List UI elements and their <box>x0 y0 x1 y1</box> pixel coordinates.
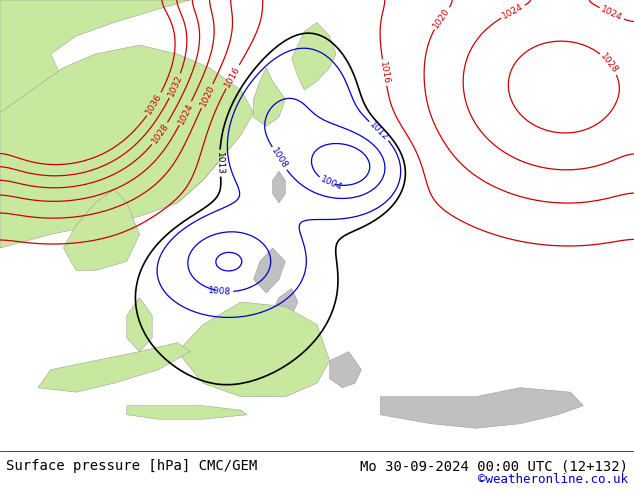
Polygon shape <box>0 45 254 248</box>
Polygon shape <box>178 302 330 397</box>
Polygon shape <box>380 388 583 428</box>
Text: 1028: 1028 <box>150 122 171 146</box>
Polygon shape <box>63 189 139 270</box>
Text: Surface pressure [hPa] CMC/GEM: Surface pressure [hPa] CMC/GEM <box>6 460 257 473</box>
Polygon shape <box>273 172 285 203</box>
Polygon shape <box>273 289 298 324</box>
Text: 1020: 1020 <box>198 84 216 108</box>
Text: 1012: 1012 <box>368 120 391 142</box>
Polygon shape <box>0 0 190 203</box>
Text: 1032: 1032 <box>167 74 184 98</box>
Text: ©weatheronline.co.uk: ©weatheronline.co.uk <box>477 473 628 486</box>
Polygon shape <box>330 352 361 388</box>
Polygon shape <box>19 68 222 217</box>
Polygon shape <box>292 23 336 90</box>
Polygon shape <box>38 343 190 392</box>
Text: 1013: 1013 <box>215 151 224 175</box>
Polygon shape <box>127 297 152 352</box>
Text: 1020: 1020 <box>431 6 452 30</box>
Text: Mo 30-09-2024 00:00 UTC (12+132): Mo 30-09-2024 00:00 UTC (12+132) <box>359 460 628 473</box>
Polygon shape <box>254 248 285 293</box>
Text: 1004: 1004 <box>319 174 344 192</box>
Text: 1024: 1024 <box>600 4 624 23</box>
Text: 1024: 1024 <box>176 101 195 125</box>
Text: 1036: 1036 <box>145 92 164 116</box>
Text: 1016: 1016 <box>378 60 391 85</box>
Text: 1008: 1008 <box>269 147 289 171</box>
Text: 1008: 1008 <box>208 286 231 296</box>
Text: 1016: 1016 <box>223 65 242 89</box>
Text: 1024: 1024 <box>501 2 525 21</box>
Text: 1028: 1028 <box>599 51 620 75</box>
Polygon shape <box>127 406 247 419</box>
Polygon shape <box>254 68 285 126</box>
